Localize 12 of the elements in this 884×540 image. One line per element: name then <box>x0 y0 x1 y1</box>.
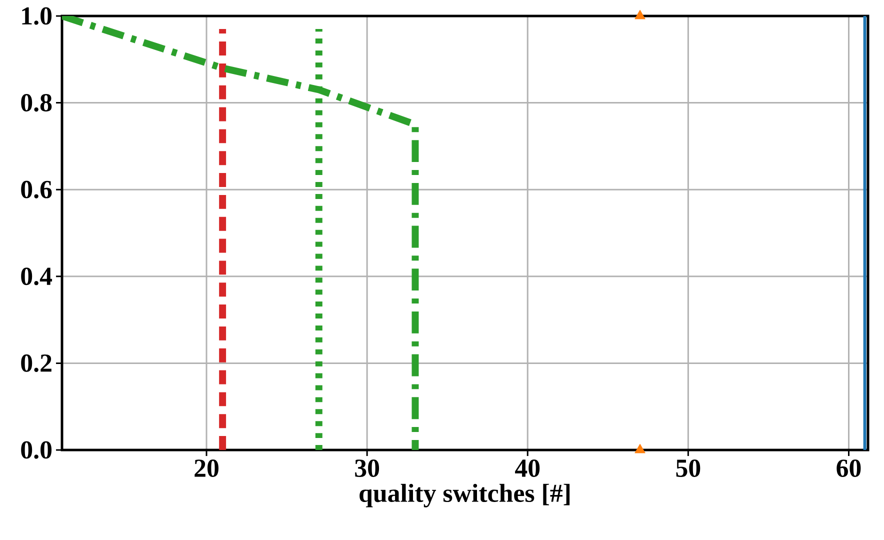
y-tick-label: 1.0 <box>22 7 52 25</box>
y-tick-label: 0.6 <box>21 180 52 198</box>
y-tick-label: 0.8 <box>21 94 52 112</box>
x-tick-label: 50 <box>676 459 700 477</box>
x-tick-label: 60 <box>836 459 861 477</box>
y-tick-label: 0.4 <box>21 268 52 286</box>
x-axis-title: quality switches [#] <box>360 484 570 508</box>
y-tick-label: 0.2 <box>21 354 52 372</box>
y-tick-label: 0.0 <box>21 441 52 459</box>
x-tick-label: 40 <box>515 459 540 477</box>
x-tick-label: 30 <box>355 459 380 477</box>
x-tick-label: 20 <box>194 459 218 477</box>
